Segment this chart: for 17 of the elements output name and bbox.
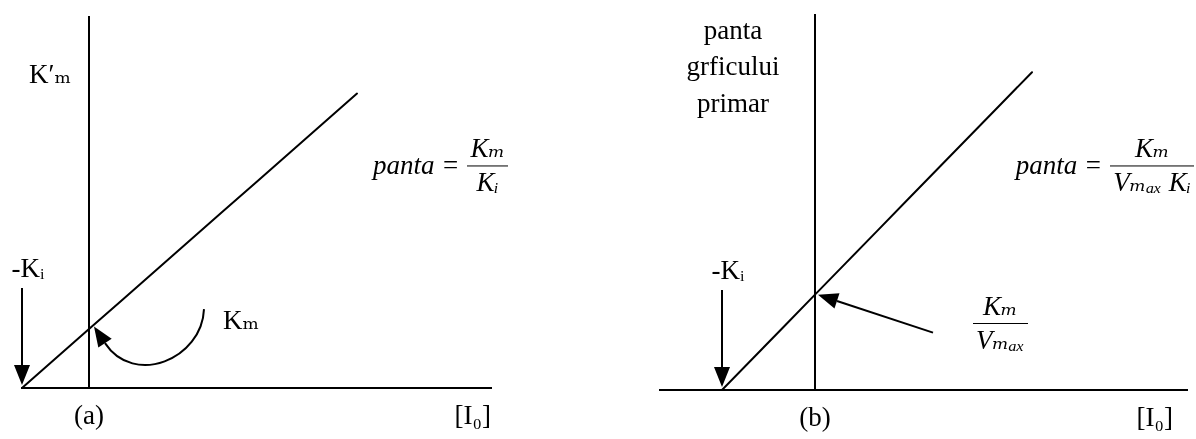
y-axis-title: panta grficului primar bbox=[685, 14, 781, 120]
annotation: Vₘₐₓ bbox=[975, 323, 1026, 356]
annotation: panta = bbox=[1015, 150, 1103, 182]
annotation: Kₘ bbox=[1110, 133, 1194, 167]
annotation: Vₘₐₓ Kᵢ bbox=[1112, 166, 1192, 199]
annotation: Kₘ bbox=[467, 133, 508, 167]
text: (b) bbox=[799, 402, 831, 432]
y-axis-title: K′ₘ bbox=[28, 58, 71, 91]
annotation: -Kᵢ bbox=[711, 254, 745, 286]
annotation: Kₘ bbox=[973, 290, 1028, 324]
annotation: Kₘ bbox=[223, 305, 260, 337]
x-axis-title: [I₀] bbox=[1136, 402, 1173, 432]
annotation: Kᵢ bbox=[475, 166, 500, 199]
annotation: panta = bbox=[372, 150, 460, 182]
annotation: -Kᵢ bbox=[11, 252, 45, 284]
x-axis-title: [I₀] bbox=[454, 400, 491, 430]
text: (a) bbox=[74, 400, 104, 430]
